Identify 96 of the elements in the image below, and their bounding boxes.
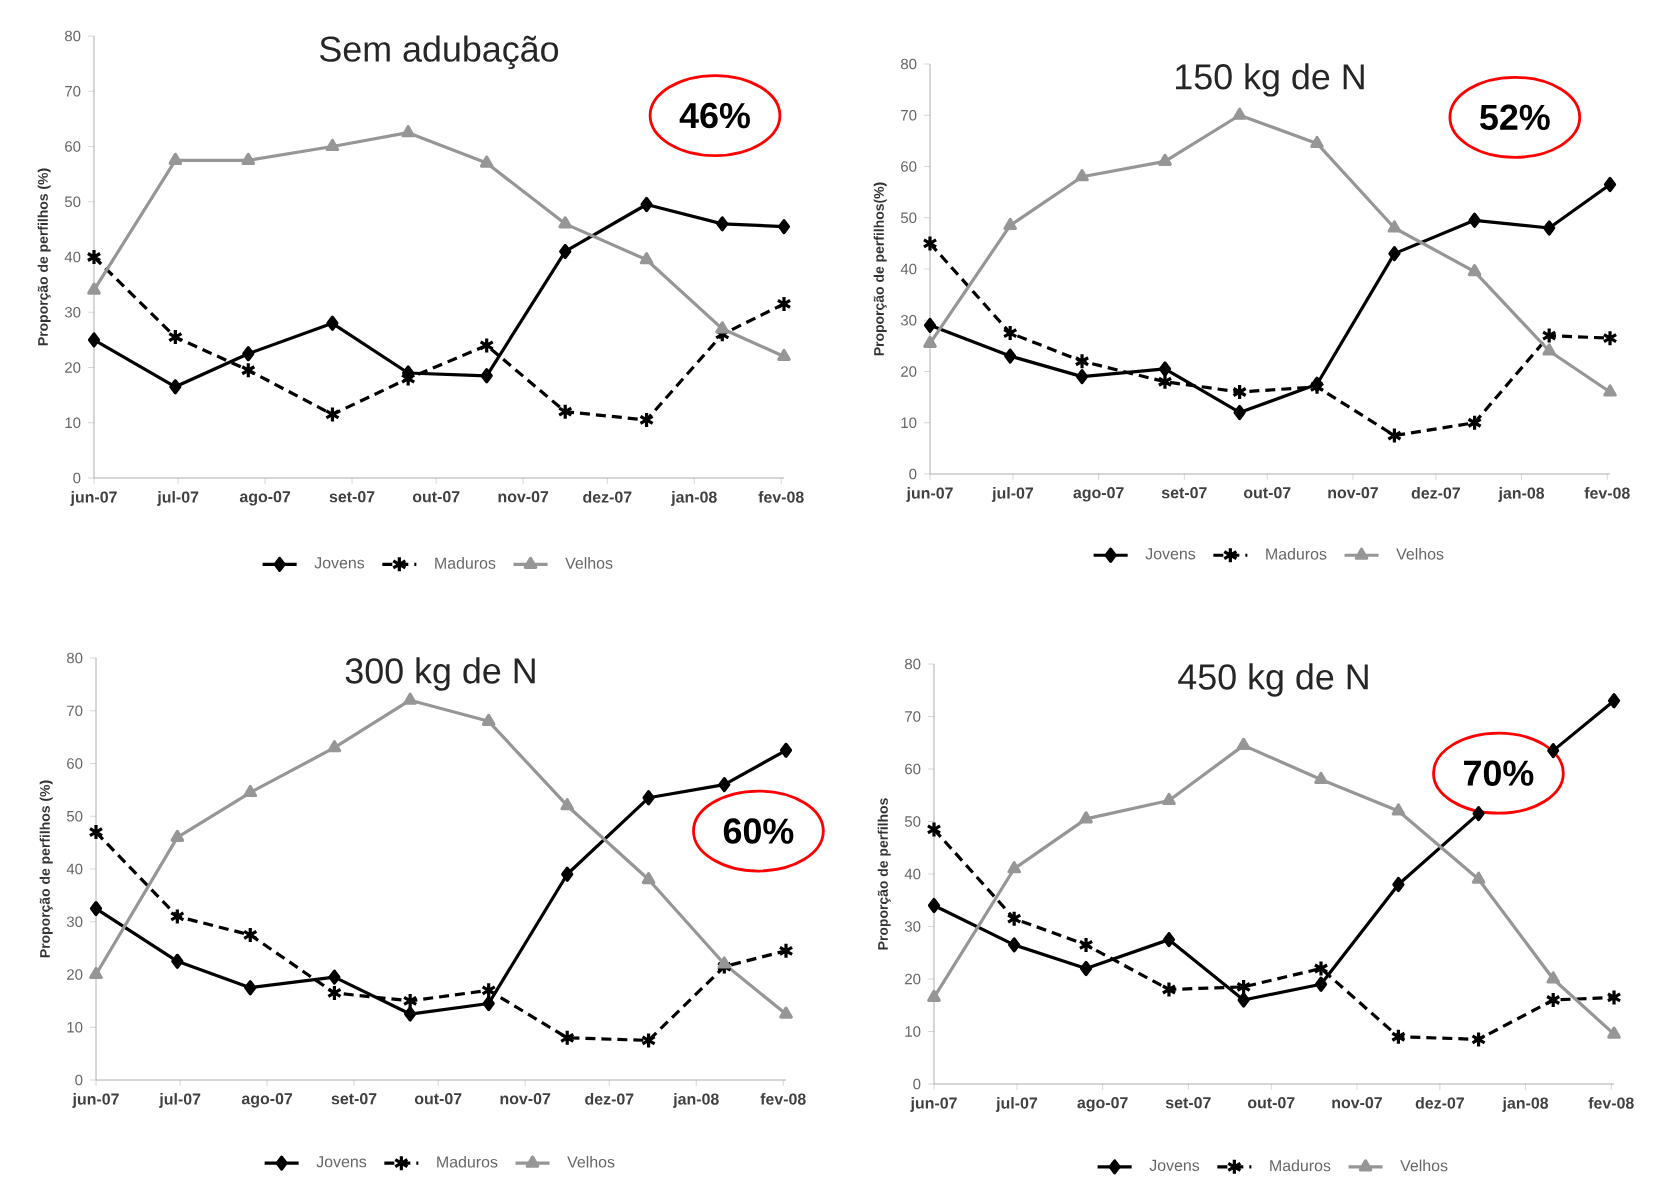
y-tick-label: 30 [66,916,83,928]
y-tick-label: 10 [67,1021,83,1033]
legend-label: Velhos [565,557,613,569]
x-tick-label: out-07 [1243,487,1291,499]
legend-label: Maduros [1266,547,1327,560]
legend-label: Jovens [316,1156,367,1168]
x-tick-label: ago-07 [241,1093,293,1108]
y-tick-label: 20 [905,973,921,985]
y-tick-label: 70 [901,109,917,121]
x-tick-label: dez-07 [1415,1097,1464,1109]
y-tick-label: 10 [65,417,81,429]
x-tick-label: dez-07 [583,491,632,503]
x-tick-label: ago-07 [1073,487,1124,502]
y-tick-label: 60 [901,161,917,172]
x-tick-label: jul-07 [157,491,199,506]
x-tick-label: nov-07 [498,491,549,503]
chart-title: 300 kg de N [345,657,535,691]
x-tick-label: fev-08 [1588,1097,1634,1109]
x-tick-label: out-07 [1247,1097,1295,1109]
x-tick-label: dez-07 [585,1093,634,1105]
y-axis-title: Proporção de perfilhos(%) [873,182,887,356]
x-tick-label: jan-08 [1502,1097,1549,1112]
x-tick-label: ago-07 [1077,1097,1128,1112]
x-tick-label: out-07 [412,491,460,503]
x-tick-label: nov-07 [1332,1097,1382,1109]
legend-label: Jovens [314,557,365,569]
y-tick-label: 0 [73,472,81,484]
chart-title: 150 kg de N [1176,63,1364,97]
x-tick-label: set-07 [331,1093,377,1105]
y-tick-label: 60 [905,763,921,775]
y-tick-label: 20 [65,362,81,373]
x-tick-label: jun-07 [72,1093,119,1108]
y-tick-label: 20 [901,366,917,377]
x-tick-label: jan-08 [1498,487,1545,502]
y-tick-label: 0 [909,468,917,480]
x-tick-label: jul-07 [991,487,1034,502]
legend-label: Velhos [567,1155,615,1168]
x-tick-label: nov-07 [500,1093,551,1105]
x-tick-label: jul-07 [159,1093,201,1108]
y-tick-label: 80 [65,30,81,42]
y-axis-title: Proporção de perfilhos (%) [37,168,51,346]
x-tick-label: jul-07 [995,1097,1038,1112]
x-tick-label: jan-08 [672,1093,719,1108]
x-tick-label: jun-07 [70,491,117,506]
y-tick-label: 30 [900,314,917,326]
y-tick-label: 70 [905,711,921,722]
y-tick-label: 10 [901,417,917,429]
y-tick-label: 30 [904,921,921,932]
y-tick-label: 80 [67,652,83,664]
y-tick-label: 30 [64,306,81,318]
y-tick-label: 10 [905,1026,921,1037]
legend-label: Jovens [1149,1159,1200,1171]
y-tick-label: 50 [904,816,921,827]
y-tick-label: 80 [905,658,921,670]
y-tick-label: 80 [901,58,917,70]
y-tick-label: 70 [65,85,81,97]
y-tick-label: 50 [900,212,917,224]
x-tick-label: fev-08 [758,491,804,503]
legend-label: Maduros [437,1155,498,1168]
legend-label: Velhos [1396,547,1444,560]
x-tick-label: jun-07 [910,1097,957,1112]
x-tick-label: nov-07 [1328,487,1378,499]
chart-title: 450 kg de N [1178,663,1368,697]
x-tick-label: set-07 [1161,487,1207,499]
y-axis-title: Proporção de perfilhos [877,798,891,950]
y-tick-label: 0 [913,1078,921,1090]
y-tick-label: 60 [67,758,83,769]
x-tick-label: ago-07 [239,491,291,506]
y-tick-label: 70 [67,705,83,717]
legend-label: Maduros [1270,1159,1331,1172]
annotation: 70% [1464,760,1534,786]
x-tick-label: jan-08 [670,491,717,506]
y-tick-label: 40 [66,863,83,875]
legend-label: Maduros [435,557,496,569]
x-tick-label: set-07 [329,491,375,503]
y-tick-label: 60 [65,141,81,152]
y-tick-label: 40 [900,263,917,275]
annotation: 46% [679,102,750,129]
x-tick-label: fev-08 [1584,487,1630,499]
y-tick-label: 20 [67,969,83,980]
annotation: 52% [1480,104,1550,130]
x-tick-label: fev-08 [760,1093,806,1105]
y-tick-label: 0 [75,1074,83,1086]
y-tick-label: 40 [64,251,81,263]
x-tick-label: set-07 [1165,1097,1211,1109]
legend-label: Velhos [1400,1159,1448,1172]
y-axis-title: Proporção de perfilhos (%) [39,780,53,958]
annotation: 60% [723,818,794,844]
x-tick-label: out-07 [414,1093,462,1105]
x-tick-label: dez-07 [1411,487,1460,499]
y-tick-label: 50 [64,196,81,208]
y-tick-label: 40 [904,868,921,880]
chart-title: Sem adubação [319,35,559,70]
x-tick-label: jun-07 [906,487,953,502]
y-tick-label: 50 [66,810,83,822]
legend-label: Jovens [1145,548,1196,560]
